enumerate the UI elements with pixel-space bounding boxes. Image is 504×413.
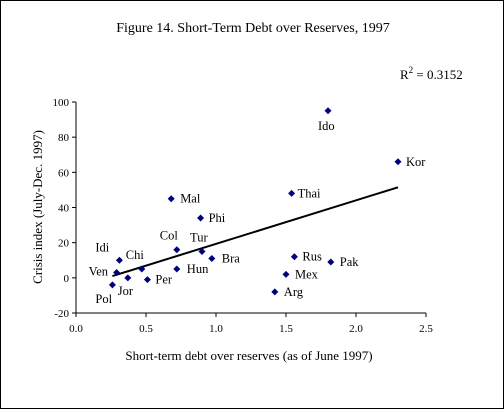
x-tick-label: 2.5 <box>419 323 433 335</box>
data-label-hun: Hun <box>187 262 209 276</box>
x-tick-label: 1.0 <box>209 323 223 335</box>
data-point-hun <box>173 265 181 273</box>
y-tick-label: 20 <box>58 238 70 250</box>
data-label-pak: Pak <box>340 255 360 269</box>
data-point-pak <box>327 258 335 266</box>
y-tick-label: 80 <box>58 132 70 144</box>
data-label-bra: Bra <box>222 251 241 265</box>
chart-title: Figure 14. Short-Term Debt over Reserves… <box>116 21 390 36</box>
data-label-mal: Mal <box>180 192 201 206</box>
data-points: Ido Kor Thai Mal Phi Col Tur Bra Hun Idi Chi Ven Jor… <box>89 107 426 306</box>
data-point-rus <box>290 253 298 261</box>
data-label-chi: Chi <box>126 248 145 262</box>
data-label-kor: Kor <box>406 155 426 169</box>
data-label-tur: Tur <box>190 230 208 244</box>
data-label-pol: Pol <box>95 292 112 306</box>
trendline-group <box>112 186 399 278</box>
data-point-mex <box>282 270 290 278</box>
data-point-bra <box>208 254 216 262</box>
x-tick-label: 1.5 <box>279 323 293 335</box>
x-axis-label: Short-term debt over reserves (as of Jun… <box>125 348 372 363</box>
data-point-thai <box>288 189 296 197</box>
y-tick-label: 40 <box>58 203 70 215</box>
data-label-phi: Phi <box>209 211 226 225</box>
y-tick-label: 60 <box>58 167 70 179</box>
data-label-ven: Ven <box>89 265 109 279</box>
axes: -20 0 20 40 60 80 100 0.0 0.5 1.0 1.5 2.0 2.5 <box>53 97 434 335</box>
data-label-rus: Rus <box>302 250 322 264</box>
trendline <box>112 186 399 278</box>
data-label-ido: Ido <box>318 119 335 133</box>
y-tick-label: -20 <box>54 308 69 320</box>
data-point-phi <box>197 214 205 222</box>
data-point-mal <box>167 195 175 203</box>
data-point-pol <box>108 281 116 289</box>
data-label-col: Col <box>160 229 179 243</box>
data-point-per <box>143 276 151 284</box>
data-label-idi: Idi <box>95 240 109 254</box>
data-point-ven <box>113 269 121 277</box>
data-point-jor <box>124 274 132 282</box>
data-label-arg: Arg <box>284 285 304 299</box>
x-tick-label: 0.5 <box>139 323 153 335</box>
data-point-tur <box>198 247 206 255</box>
y-axis-label: Crisis index (July-Dec. 1997) <box>30 130 45 284</box>
y-tick-label: 0 <box>64 273 70 285</box>
data-label-per: Per <box>155 273 173 287</box>
data-label-thai: Thai <box>298 186 321 200</box>
data-point-kor <box>394 158 402 166</box>
data-label-mex: Mex <box>295 267 319 281</box>
data-point-col <box>173 246 181 254</box>
r-squared-annotation: R2 = 0.3152 <box>400 65 463 82</box>
data-label-jor: Jor <box>118 284 134 298</box>
data-point-arg <box>271 288 279 296</box>
x-tick-label: 0.0 <box>69 323 83 335</box>
y-tick-label: 100 <box>53 97 70 109</box>
x-tick-label: 2.0 <box>349 323 363 335</box>
data-point-ido <box>324 107 332 115</box>
data-point-idi <box>115 256 123 264</box>
data-point-chi <box>138 265 146 273</box>
